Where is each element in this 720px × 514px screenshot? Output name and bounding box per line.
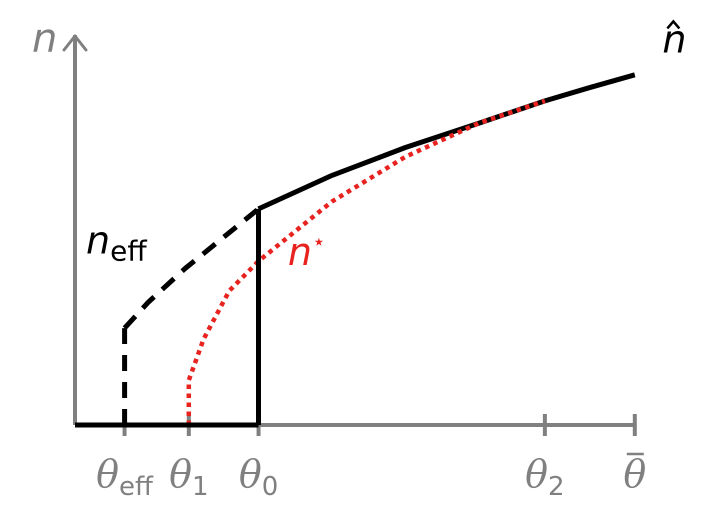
x-tick-label: θ1 xyxy=(169,452,208,502)
chart-axes xyxy=(62,34,637,436)
x-tick-label: θeff xyxy=(96,452,154,502)
chart-series xyxy=(75,72,636,428)
y-axis-arrow-icon xyxy=(62,34,88,52)
series-label: n xyxy=(662,17,686,61)
series-line-n_eff xyxy=(122,206,261,330)
series-line-n xyxy=(186,98,546,425)
hat-accent-icon xyxy=(666,19,681,30)
chart-labels: n θeff θ1 θ0 θ2 θ n neff n⋆ xyxy=(32,16,686,502)
x-tick-label: θ2 xyxy=(525,452,564,502)
series-label: n⋆ xyxy=(288,230,326,274)
y-axis-label: n xyxy=(32,16,57,62)
series-label: neff xyxy=(86,219,147,268)
x-tick-label: θ xyxy=(623,452,646,496)
series-line-n xyxy=(257,72,636,212)
x-tick-label: θ0 xyxy=(239,452,278,502)
